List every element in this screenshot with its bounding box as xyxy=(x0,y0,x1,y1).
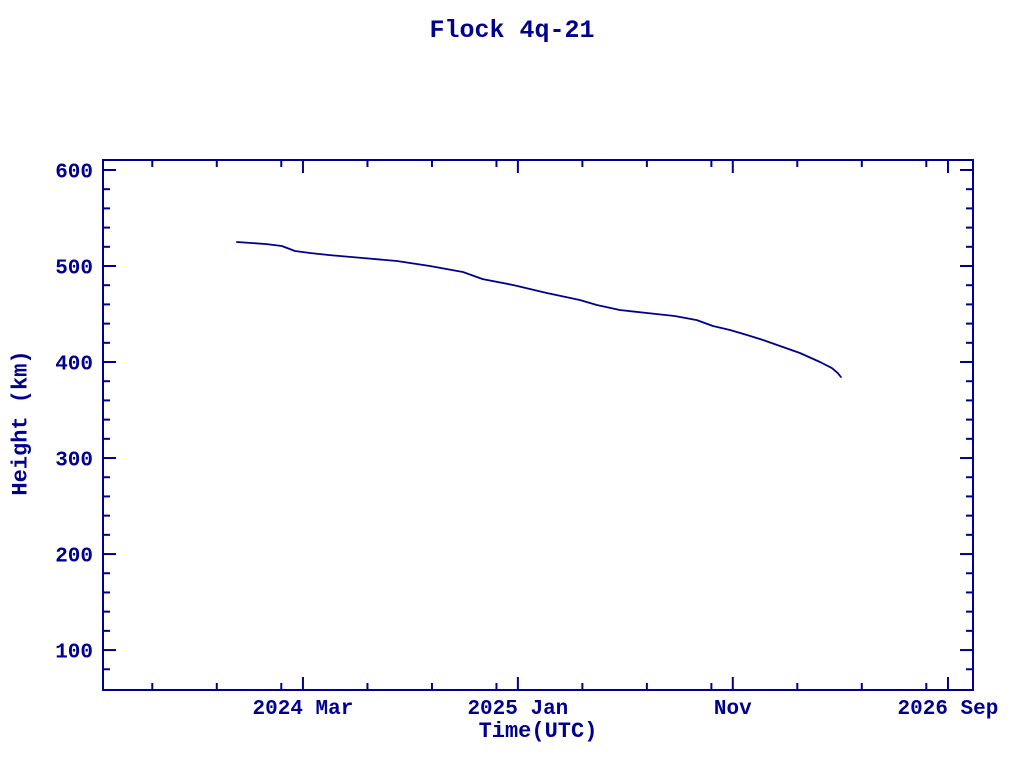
y-axis-tick-label: 100 xyxy=(55,641,93,664)
y-axis-tick-label: 400 xyxy=(55,353,93,376)
height-decay-line xyxy=(235,241,842,378)
y-axis-tick-label: 300 xyxy=(55,449,93,472)
x-axis-title: Time(UTC) xyxy=(478,719,598,744)
x-axis-tick-label: 2025 Jan xyxy=(467,698,568,721)
x-axis-tick-label: Nov xyxy=(714,698,752,721)
y-axis-title: Height (km) xyxy=(8,350,34,496)
y-axis-tick-label: 600 xyxy=(55,161,93,184)
x-axis-tick-label: 2026 Sep xyxy=(898,698,999,721)
chart-title: Flock 4q-21 xyxy=(429,16,595,45)
y-axis-tick-label: 200 xyxy=(55,545,93,568)
plot-frame xyxy=(102,159,974,691)
x-axis-tick-label: 2024 Mar xyxy=(253,698,354,721)
y-axis-tick-label: 500 xyxy=(55,257,93,280)
